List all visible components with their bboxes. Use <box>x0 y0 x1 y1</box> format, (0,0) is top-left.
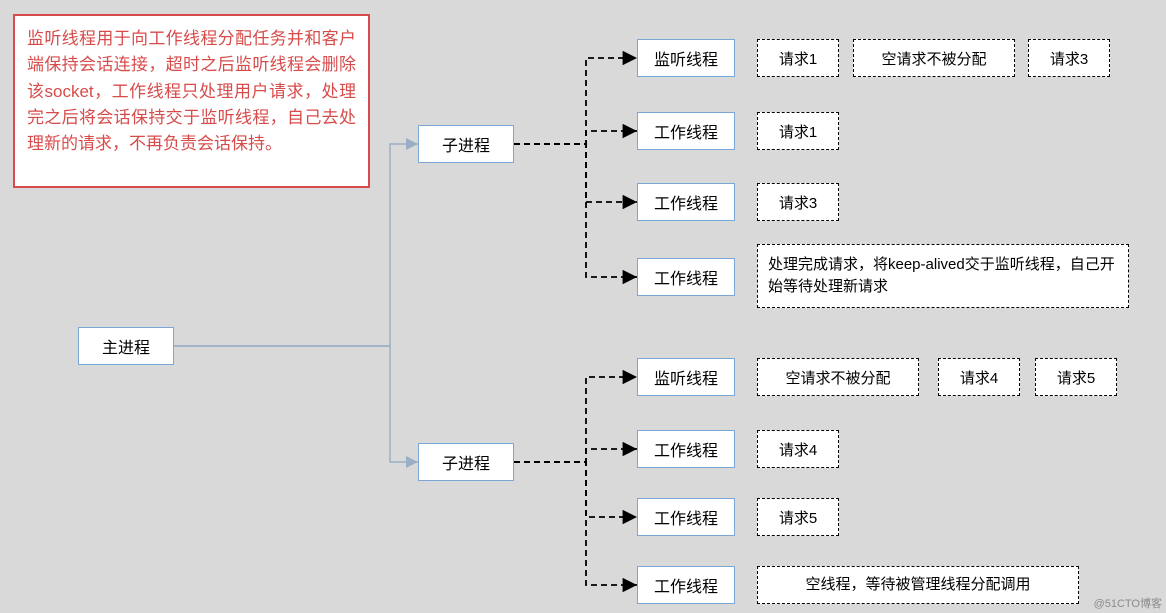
dash-node-d3: 请求3 <box>1028 39 1110 77</box>
node-c1t1: 监听线程 <box>637 39 735 77</box>
node-c2t3: 工作线程 <box>637 498 735 536</box>
node-c2t4: 工作线程 <box>637 566 735 604</box>
node-c2t2: 工作线程 <box>637 430 735 468</box>
dash-node-d8: 请求4 <box>938 358 1020 396</box>
node-c2t1: 监听线程 <box>637 358 735 396</box>
dash-node-d6: 处理完成请求，将keep-alived交于监听线程，自己开始等待处理新请求 <box>757 244 1129 308</box>
node-c1t4: 工作线程 <box>637 258 735 296</box>
watermark: @51CTO博客 <box>1094 595 1162 611</box>
dash-node-d12: 空线程，等待被管理线程分配调用 <box>757 566 1079 604</box>
dash-node-d1: 请求1 <box>757 39 839 77</box>
dash-node-d11: 请求5 <box>757 498 839 536</box>
connector-dashed <box>514 144 637 277</box>
connector-dashed <box>514 131 637 144</box>
dash-node-d5: 请求3 <box>757 183 839 221</box>
connector-dashed <box>514 58 637 144</box>
node-child2: 子进程 <box>418 443 514 481</box>
explanatory-note: 监听线程用于向工作线程分配任务并和客户端保持会话连接，超时之后监听线程会删除该s… <box>13 14 370 188</box>
connector-dashed <box>514 449 637 462</box>
dash-node-d9: 请求5 <box>1035 358 1117 396</box>
dash-node-d7: 空请求不被分配 <box>757 358 919 396</box>
connector-dashed <box>514 377 637 462</box>
connector-dashed <box>514 462 637 585</box>
node-c1t2: 工作线程 <box>637 112 735 150</box>
connector-dashed <box>514 462 637 517</box>
connector-dashed <box>514 144 637 202</box>
node-child1: 子进程 <box>418 125 514 163</box>
node-c1t3: 工作线程 <box>637 183 735 221</box>
dash-node-d10: 请求4 <box>757 430 839 468</box>
node-main: 主进程 <box>78 327 174 365</box>
dash-node-d4: 请求1 <box>757 112 839 150</box>
connector-solid <box>174 346 418 462</box>
dash-node-d2: 空请求不被分配 <box>853 39 1015 77</box>
